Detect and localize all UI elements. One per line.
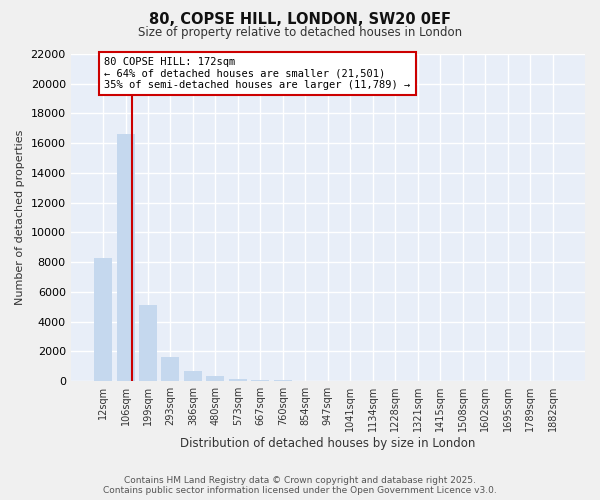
Bar [206, 376, 224, 381]
Bar [94, 258, 112, 381]
Text: 80, COPSE HILL, LONDON, SW20 0EF: 80, COPSE HILL, LONDON, SW20 0EF [149, 12, 451, 28]
Bar [274, 380, 292, 381]
Bar [251, 380, 269, 381]
Text: Size of property relative to detached houses in London: Size of property relative to detached ho… [138, 26, 462, 39]
Bar [161, 358, 179, 381]
Text: Contains HM Land Registry data © Crown copyright and database right 2025.
Contai: Contains HM Land Registry data © Crown c… [103, 476, 497, 495]
Bar [184, 370, 202, 381]
X-axis label: Distribution of detached houses by size in London: Distribution of detached houses by size … [180, 437, 476, 450]
Text: 80 COPSE HILL: 172sqm
← 64% of detached houses are smaller (21,501)
35% of semi-: 80 COPSE HILL: 172sqm ← 64% of detached … [104, 57, 410, 90]
Bar [229, 378, 247, 381]
Bar [116, 134, 134, 381]
Bar [139, 306, 157, 381]
Y-axis label: Number of detached properties: Number of detached properties [15, 130, 25, 305]
